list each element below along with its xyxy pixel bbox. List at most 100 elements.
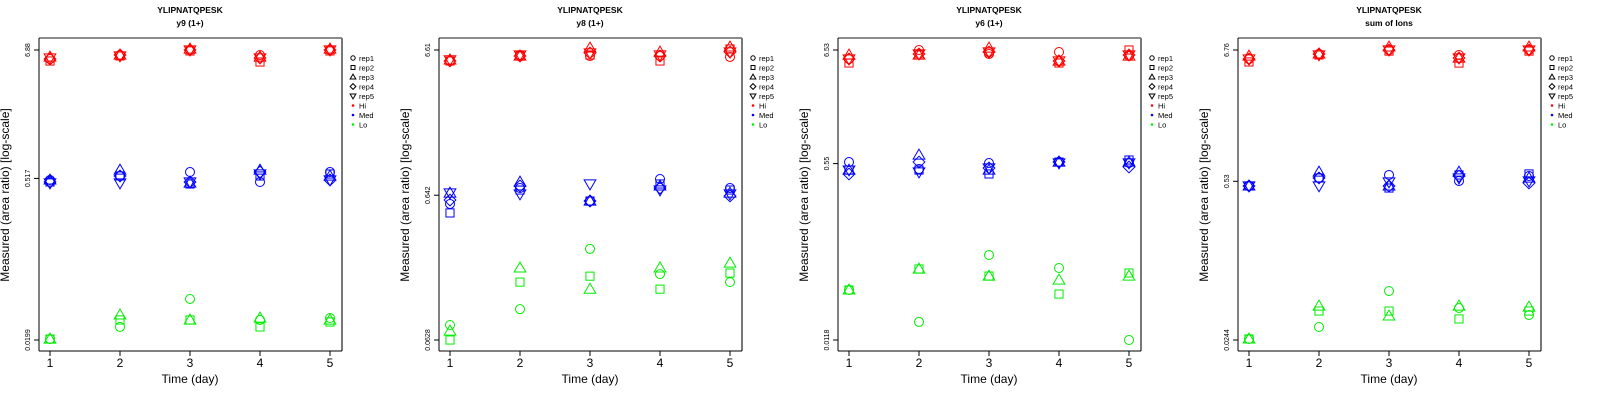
data-point-med-rep5-day3 bbox=[982, 163, 996, 175]
x-tick-label: 3 bbox=[1386, 356, 1393, 370]
chart-subtitle: sum of Ions bbox=[1365, 18, 1413, 28]
y-tick-label: 0.517 bbox=[25, 170, 32, 188]
legend-dot-med bbox=[1150, 113, 1154, 117]
data-point-med-rep5-day5 bbox=[1122, 158, 1136, 170]
data-point-med-rep5-day2 bbox=[1312, 181, 1326, 193]
data-point-med-rep2-day1 bbox=[844, 165, 854, 175]
x-tick-label: 5 bbox=[327, 356, 334, 370]
data-point-hi-rep5-day5 bbox=[1522, 45, 1536, 57]
data-point-med-rep5-day4 bbox=[1452, 173, 1466, 185]
data-point-lo-rep1-day2 bbox=[914, 316, 924, 327]
data-point-med-rep3-day2 bbox=[912, 148, 926, 160]
data-point-hi-rep3-day1 bbox=[842, 48, 856, 60]
data-point-lo-rep3-day4 bbox=[1452, 299, 1466, 311]
chart-title: YLIPNATQPESK bbox=[557, 5, 623, 15]
data-point-med-rep1-day4 bbox=[655, 174, 665, 185]
chart-panel-1: YLIPNATQPESK y9 (1+) 6.88 0.517 0.0199 1 2 3 4 5 T… bbox=[0, 5, 374, 386]
data-point-hi-rep5-day2 bbox=[1312, 50, 1326, 62]
x-axis-label: Time (day) bbox=[1361, 372, 1418, 386]
x-tick-label: 1 bbox=[447, 356, 454, 370]
x-tick-label: 1 bbox=[1246, 356, 1253, 370]
data-points bbox=[1242, 40, 1536, 344]
data-point-hi-rep3-day4 bbox=[1052, 54, 1066, 66]
data-point-hi-rep5-day5 bbox=[323, 45, 337, 57]
data-point-med-rep5-day3 bbox=[583, 179, 597, 191]
data-point-med-rep5-day2 bbox=[912, 167, 926, 179]
legend-marker-rep2 bbox=[1149, 65, 1155, 70]
legend-label-rep5: rep5 bbox=[359, 92, 374, 101]
data-point-lo-rep3-day3 bbox=[183, 313, 197, 325]
x-tick-label: 2 bbox=[117, 356, 124, 370]
data-point-lo-rep2-day4 bbox=[1054, 289, 1064, 299]
data-point-med-rep1-day4 bbox=[255, 176, 265, 187]
data-point-lo-rep3-day5 bbox=[323, 313, 337, 325]
x-tick-label: 5 bbox=[1126, 356, 1133, 370]
x-tick-label: 2 bbox=[1316, 356, 1323, 370]
y-tick-label: 0.0118 bbox=[824, 329, 831, 350]
data-point-med-rep5-day4 bbox=[1052, 158, 1066, 170]
data-point-med-rep1-day3 bbox=[185, 167, 195, 178]
legend-marker-rep1 bbox=[1149, 55, 1155, 61]
data-point-med-rep5-day1 bbox=[43, 178, 57, 190]
x-tick-label: 3 bbox=[986, 356, 993, 370]
data-point-lo-rep3-day5 bbox=[1522, 300, 1536, 312]
y-tick-label: 6.61 bbox=[425, 43, 432, 57]
data-point-hi-rep5-day3 bbox=[982, 47, 996, 59]
y-axis-label: Measured (area ratio) [log-scale] bbox=[398, 108, 412, 281]
data-point-med-rep3-day5 bbox=[323, 169, 337, 181]
data-point-med-rep4-day3 bbox=[583, 194, 597, 208]
x-tick-label: 1 bbox=[47, 356, 54, 370]
data-point-lo-rep3-day5 bbox=[723, 256, 737, 268]
data-point-med-rep4-day2 bbox=[513, 179, 527, 193]
data-point-hi-rep3-day5 bbox=[323, 42, 337, 54]
legend-label-rep2: rep2 bbox=[359, 64, 374, 73]
data-point-hi-rep3-day2 bbox=[113, 48, 127, 60]
y-tick-label: 0.55 bbox=[824, 157, 831, 171]
legend-marker-rep5 bbox=[1548, 93, 1556, 100]
legend-label-rep3: rep3 bbox=[759, 73, 774, 82]
data-point-med-rep5-day5 bbox=[723, 189, 737, 201]
data-point-lo-rep2-day1 bbox=[445, 335, 455, 345]
x-tick-label: 1 bbox=[846, 356, 853, 370]
data-point-med-rep4-day3 bbox=[1382, 179, 1396, 193]
data-point-lo-rep1-day2 bbox=[1314, 321, 1324, 332]
data-point-med-rep5-day3 bbox=[183, 177, 197, 189]
data-point-hi-rep3-day2 bbox=[1312, 47, 1326, 59]
legend-label-rep4: rep4 bbox=[1558, 83, 1573, 92]
data-point-med-rep3-day3 bbox=[583, 194, 597, 206]
x-tick-label: 2 bbox=[916, 356, 923, 370]
data-point-lo-rep2-day3 bbox=[585, 271, 595, 281]
chart-subtitle: y8 (1+) bbox=[576, 18, 603, 28]
data-point-lo-rep3-day3 bbox=[583, 282, 597, 294]
chart-panel-2: YLIPNATQPESK y8 (1+) 6.61 0.642 0.0628 1 2 3 4 5 T… bbox=[398, 5, 774, 386]
data-point-med-rep3-day2 bbox=[513, 175, 527, 187]
data-point-lo-rep2-day3 bbox=[185, 315, 195, 325]
legend-dot-lo bbox=[1150, 123, 1154, 126]
data-point-hi-rep5-day2 bbox=[513, 50, 527, 62]
data-point-hi-rep5-day1 bbox=[43, 53, 57, 65]
data-point-hi-rep2-day1 bbox=[1244, 57, 1254, 67]
data-point-lo-rep2-day3 bbox=[984, 271, 994, 281]
legend-marker-rep1 bbox=[750, 55, 756, 61]
data-point-lo-rep3-day1 bbox=[443, 324, 457, 336]
data-point-hi-rep3-day4 bbox=[1452, 51, 1466, 63]
y-axis-label: Measured (area ratio) [log-scale] bbox=[797, 108, 811, 281]
legend-label-rep4: rep4 bbox=[759, 83, 774, 92]
data-point-med-rep2-day4 bbox=[1454, 170, 1464, 180]
x-tick-label: 5 bbox=[1526, 356, 1533, 370]
legend-label-med: Med bbox=[759, 111, 774, 120]
y-axis-label: Measured (area ratio) [log-scale] bbox=[0, 108, 12, 281]
legend-marker-rep4 bbox=[1148, 82, 1156, 91]
legend-label-rep5: rep5 bbox=[1558, 92, 1573, 101]
legend-marker-rep2 bbox=[1549, 65, 1555, 70]
data-point-med-rep5-day1 bbox=[842, 165, 856, 177]
data-point-hi-rep1-day5 bbox=[725, 51, 735, 62]
x-axis-label: Time (day) bbox=[162, 372, 219, 386]
y-tick-label: 0.53 bbox=[1224, 174, 1231, 188]
legend-marker-rep4 bbox=[749, 82, 757, 91]
data-point-med-rep5-day4 bbox=[253, 169, 267, 181]
data-point-lo-rep3-day1 bbox=[1242, 332, 1256, 344]
y-tick-label: 0.0244 bbox=[1224, 329, 1231, 351]
legend-marker-rep2 bbox=[750, 65, 756, 70]
